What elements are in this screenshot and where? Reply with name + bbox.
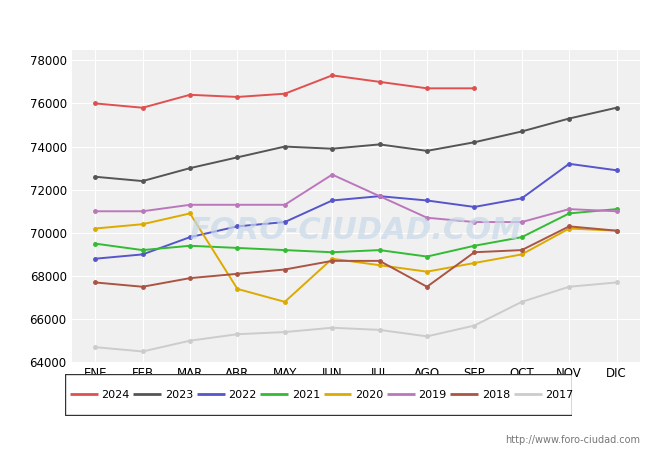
- Text: http://www.foro-ciudad.com: http://www.foro-ciudad.com: [505, 435, 640, 445]
- Text: 2019: 2019: [419, 390, 447, 400]
- Text: 2022: 2022: [228, 390, 257, 400]
- Text: 2023: 2023: [165, 390, 193, 400]
- Text: 2018: 2018: [482, 390, 510, 400]
- Text: 2021: 2021: [292, 390, 320, 400]
- Text: Afiliados en Getafe a 30/9/2024: Afiliados en Getafe a 30/9/2024: [182, 14, 468, 33]
- Text: 2020: 2020: [355, 390, 384, 400]
- Text: 2024: 2024: [101, 390, 130, 400]
- Text: FORO-CIUDAD.COM: FORO-CIUDAD.COM: [190, 216, 522, 245]
- Text: 2017: 2017: [545, 390, 573, 400]
